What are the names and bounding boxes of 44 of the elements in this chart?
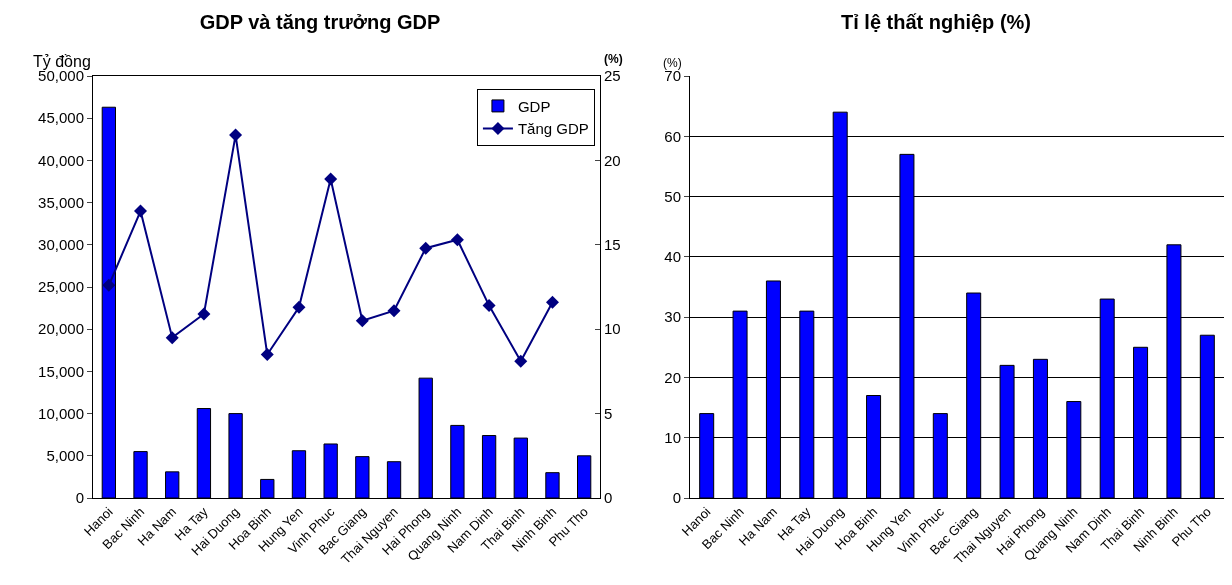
legend-label: GDP (517, 97, 551, 115)
point (260, 348, 274, 362)
point (355, 314, 369, 328)
y-axis-title: (%) (663, 56, 682, 70)
point (165, 331, 179, 345)
y-tick-label: 10,000 (38, 404, 84, 422)
y-tick-label: 25,000 (38, 278, 84, 296)
y2-axis-title: (%) (604, 52, 623, 66)
y-tick-label: 5,000 (46, 447, 84, 465)
y-tick-label: 0 (75, 489, 84, 507)
point (102, 278, 116, 292)
y-tick-label: 20 (664, 368, 681, 386)
point (482, 299, 496, 313)
y-tick-label: 35,000 (38, 193, 84, 211)
y2-tick-label: 5 (604, 404, 613, 422)
y-tick-label: 45,000 (38, 109, 84, 127)
y2-tick-label: 20 (604, 151, 621, 169)
point (387, 304, 401, 318)
point (514, 354, 528, 368)
y-tick-label: 20,000 (38, 320, 84, 338)
point (324, 172, 338, 186)
y-tick-label: 30 (664, 308, 681, 326)
y2-tick-label: 25 (604, 67, 621, 85)
y2-tick-label: 15 (604, 236, 621, 254)
point (450, 233, 464, 247)
y-tick-label: 30,000 (38, 236, 84, 254)
y2-tick-label: 10 (604, 320, 621, 338)
chart-title: Tỉ lệ thất nghiệp (%) (841, 10, 1031, 33)
y-tick-label: 40 (664, 248, 681, 266)
y-tick-label: 15,000 (38, 362, 84, 380)
point (545, 295, 559, 309)
y-tick-label: 50 (664, 187, 681, 205)
y-tick-label: 10 (664, 428, 681, 446)
point (197, 307, 211, 321)
y2-tick-label: 0 (604, 489, 613, 507)
y-tick-label: 0 (672, 489, 681, 507)
point (292, 300, 306, 314)
point (419, 241, 433, 255)
legend-label: Tăng GDP (517, 120, 589, 138)
point (229, 128, 243, 142)
y-tick-label: 40,000 (38, 151, 84, 169)
y-tick-label: 60 (664, 127, 681, 145)
point (134, 204, 148, 218)
chart-title: GDP và tăng trưởng GDP (199, 10, 441, 33)
